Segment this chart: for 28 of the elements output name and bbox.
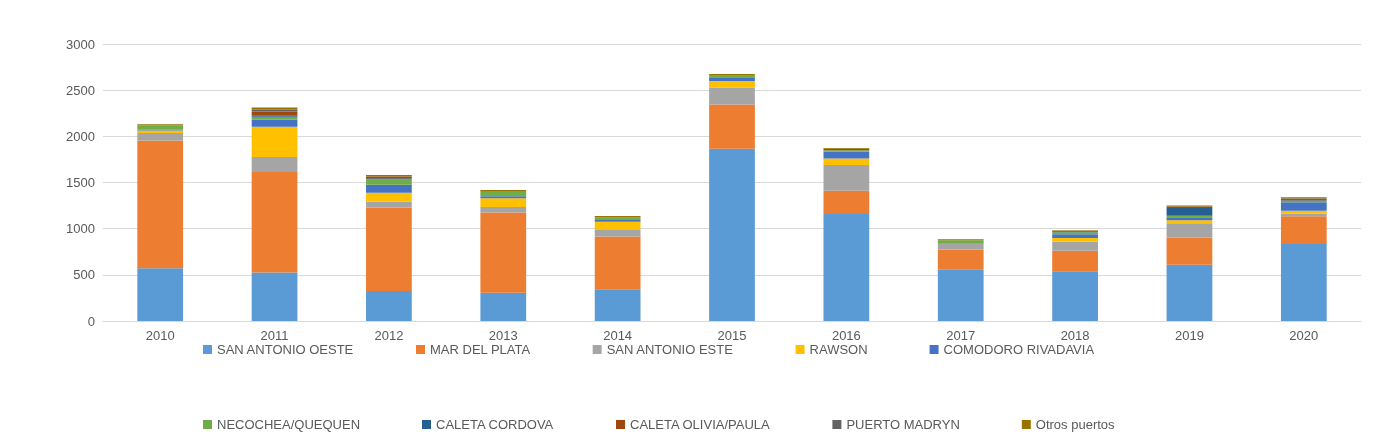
y-tick-label: 1000	[66, 221, 95, 237]
legend-label: NECOCHEA/QUEQUEN	[217, 417, 361, 432]
legend-label: SAN ANTONIO ESTE	[606, 342, 734, 357]
x-tick-label: 2020	[1289, 328, 1319, 343]
y-tick-label: 0	[87, 313, 95, 329]
x-tick-label: 2013	[488, 328, 518, 343]
y-tick-label: 1500	[66, 175, 95, 190]
legend-label: CALETA CORDOVA	[436, 417, 554, 432]
legend-label: MAR DEL PLATA	[430, 342, 531, 357]
legend-label: Otros puertos	[1035, 417, 1116, 432]
legend-label: CALETA OLIVIA/PAULA	[630, 417, 771, 432]
legend-label: SAN ANTONIO OESTE	[217, 342, 354, 357]
x-tick-label: 2018	[1060, 328, 1090, 343]
legend-label: RAWSON	[809, 342, 868, 357]
y-tick-label: 3000	[66, 36, 95, 52]
y-tick-label: 500	[73, 267, 95, 283]
x-tick-label: 2016	[831, 328, 861, 343]
x-tick-label: 2017	[946, 328, 976, 343]
x-tick-label: 2014	[603, 328, 633, 343]
x-tick-label: 2010	[145, 328, 175, 343]
legend-label: PUERTO MADRYN	[846, 417, 960, 432]
legend-label: COMODORO RIVADAVIA	[943, 342, 1095, 357]
x-tick-label: 2019	[1174, 328, 1204, 343]
x-tick-label: 2011	[260, 328, 289, 343]
x-tick-label: 2015	[717, 328, 747, 343]
y-tick-label: 2500	[66, 82, 95, 98]
y-tick-label: 2000	[66, 128, 95, 144]
x-tick-label: 2012	[374, 328, 404, 343]
